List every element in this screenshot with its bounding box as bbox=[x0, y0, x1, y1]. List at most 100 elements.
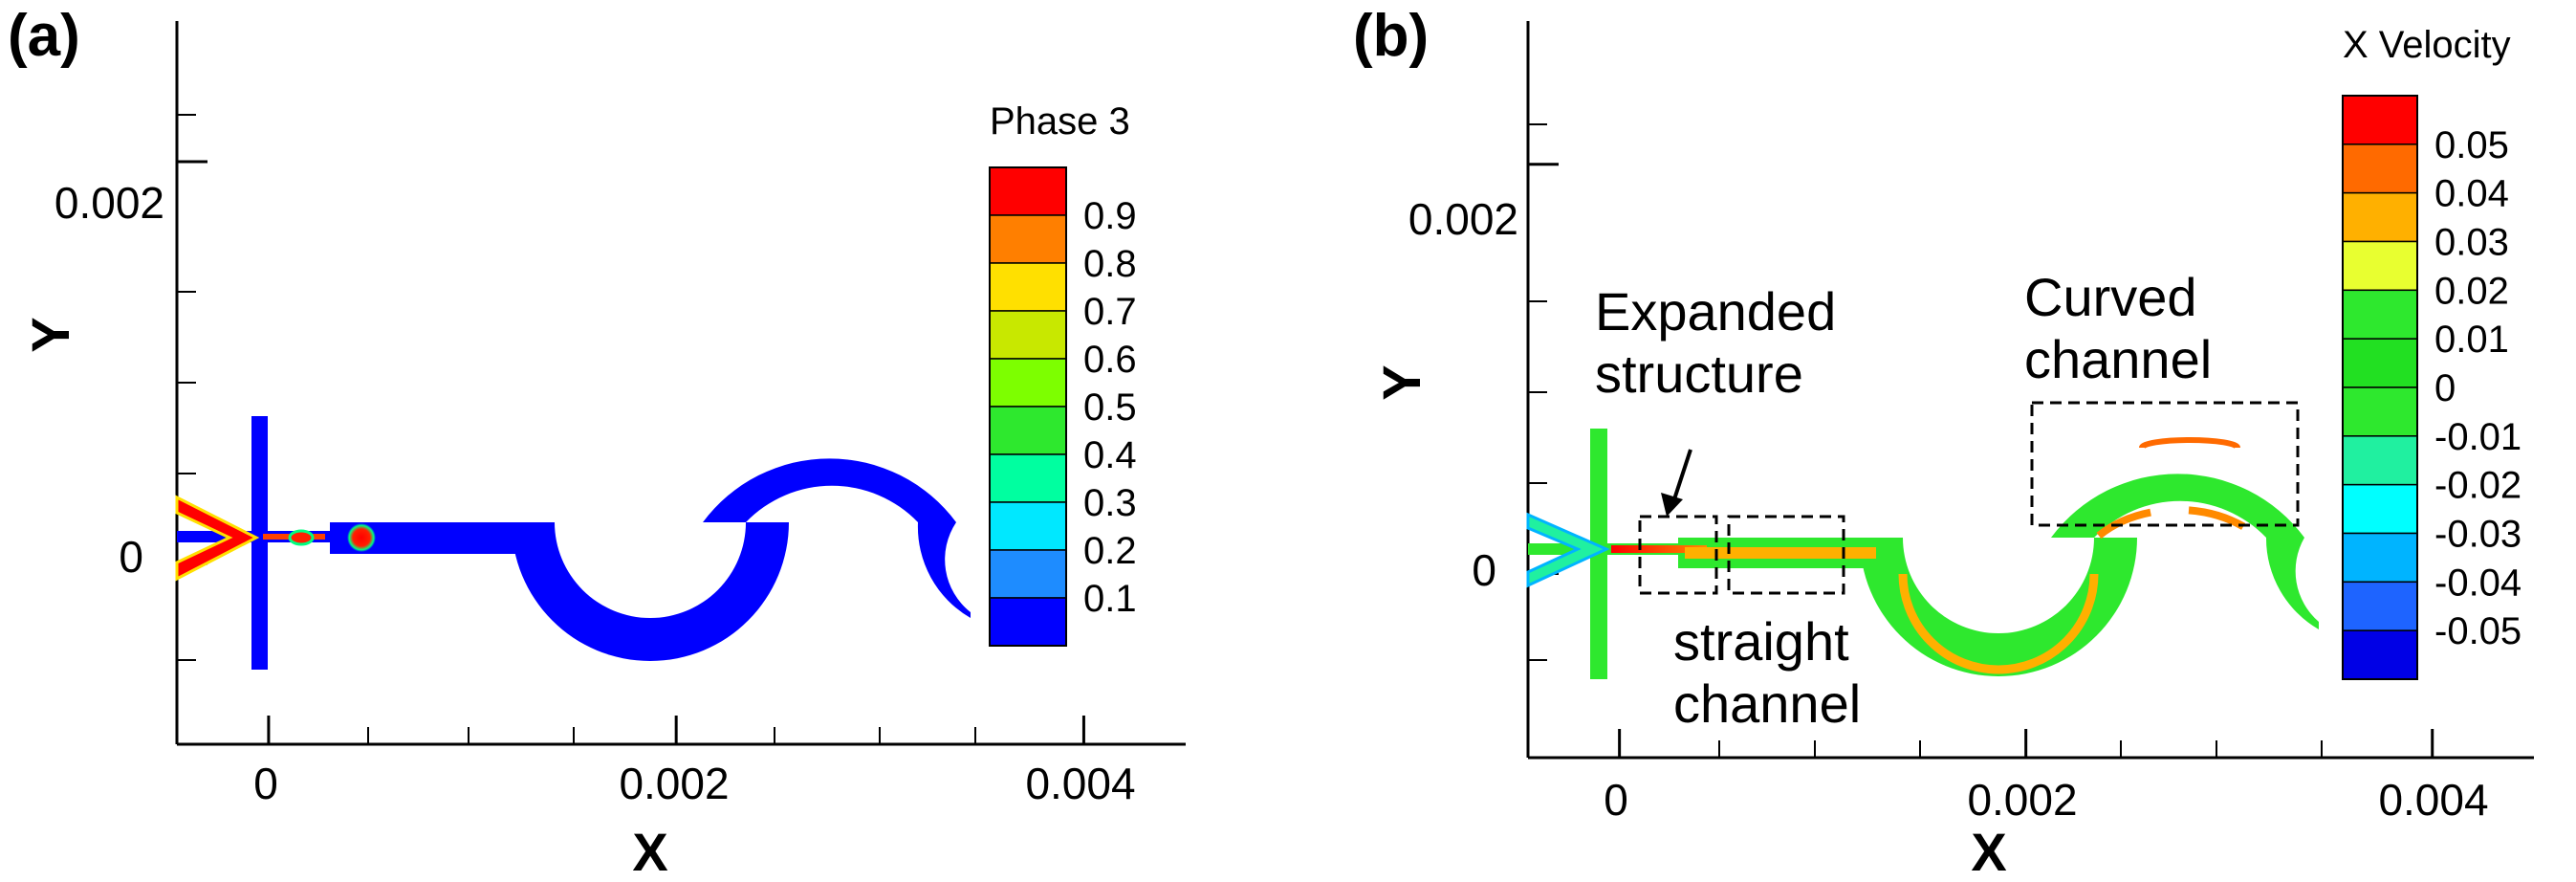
panel-a-inlet-wedge bbox=[175, 495, 260, 582]
panel-b-x-title: X bbox=[1971, 822, 2006, 882]
panel-b-jet-core bbox=[1611, 545, 1707, 553]
panel-b-arrow-head bbox=[1661, 493, 1683, 517]
panel-a-x-tick-1: 0.002 bbox=[619, 759, 729, 808]
panel-a-colorbar-swatch-7 bbox=[989, 501, 1067, 551]
panel-a-colorbar-label-2: 0.7 bbox=[1083, 291, 1137, 333]
panel-a-colorbar-label-6: 0.3 bbox=[1083, 482, 1137, 524]
panel-b-colorbar-swatch-4 bbox=[2342, 289, 2418, 340]
panel-a-x-minor-ticks bbox=[367, 727, 976, 744]
panel-b-x-tick-2: 0.004 bbox=[2378, 775, 2488, 825]
panel-b-lower-arc-core bbox=[1898, 573, 2099, 674]
panel-b-colorbar-title: X Velocity bbox=[2343, 24, 2511, 66]
panel-b-y-tick-0: 0 bbox=[1472, 545, 1496, 595]
panel-a-upper-arc bbox=[703, 458, 956, 522]
panel-a-colorbar-label-1: 0.8 bbox=[1083, 243, 1137, 285]
panel-b-outlet-arc bbox=[2265, 538, 2319, 629]
panel-b-y-title: Y bbox=[1371, 364, 1431, 400]
panel-b-colorbar-label-9: -0.04 bbox=[2434, 562, 2521, 604]
panel-a-colorbar-swatch-6 bbox=[989, 453, 1067, 503]
panel-b-colorbar-swatch-8 bbox=[2342, 483, 2418, 535]
panel-b-colorbar: 0.05 0.04 0.03 0.02 0.01 0 -0.01 -0.02 -0.03 -0.0… bbox=[2342, 95, 2521, 680]
panel-b-colorbar-label-7: -0.02 bbox=[2434, 465, 2521, 507]
panel-b-colorbar-label-1: 0.04 bbox=[2434, 173, 2509, 215]
panel-a-small-droplet bbox=[288, 529, 315, 546]
panel-a-colorbar-label-4: 0.5 bbox=[1083, 386, 1137, 429]
panel-b-colorbar-swatch-10 bbox=[2342, 581, 2418, 631]
panel-b-annotation-expanded-2: structure bbox=[1595, 343, 1803, 404]
panel-b-inlet-wedge bbox=[1526, 512, 1610, 588]
panel-b-colorbar-label-5: 0 bbox=[2434, 367, 2456, 409]
panel-b-colorbar-swatch-5 bbox=[2342, 338, 2418, 388]
panel-a-colorbar-swatch-5 bbox=[989, 406, 1067, 455]
panel-a-colorbar-label-3: 0.6 bbox=[1083, 339, 1137, 381]
panel-a-y-tick-0: 0 bbox=[119, 532, 143, 582]
panel-b-colorbar-label-10: -0.05 bbox=[2434, 610, 2521, 652]
panel-b-colorbar-swatch-7 bbox=[2342, 435, 2418, 486]
panel-b-colorbar-label-6: -0.01 bbox=[2434, 416, 2521, 458]
panel-b-colorbar-label-8: -0.03 bbox=[2434, 514, 2521, 556]
panel-a-y-tick-1: 0.002 bbox=[55, 178, 164, 228]
panel-b-colorbar-label-0: 0.05 bbox=[2434, 124, 2509, 166]
panel-b-y-tick-1: 0.002 bbox=[1408, 194, 1518, 244]
panel-a-colorbar-swatch-1 bbox=[989, 214, 1067, 264]
panel-a-colorbar-label-8: 0.1 bbox=[1083, 578, 1137, 620]
panel-b-annotation-curved-1: Curved bbox=[2024, 267, 2197, 327]
panel-b-colorbar-label-3: 0.02 bbox=[2434, 270, 2509, 312]
panel-b-colorbar-swatch-11 bbox=[2342, 629, 2418, 680]
panel-b-lower-arc bbox=[1860, 538, 2137, 676]
panel-a-colorbar-label-0: 0.9 bbox=[1083, 195, 1137, 237]
panel-b-colorbar-label-2: 0.03 bbox=[2434, 222, 2509, 264]
panel-a-y-title: Y bbox=[20, 317, 80, 352]
panel-b-channel bbox=[1528, 429, 2319, 679]
panel-b-colorbar-label-4: 0.01 bbox=[2434, 319, 2509, 361]
panel-b-label: (b) bbox=[1353, 3, 1429, 69]
panel-b-annotation-curved-2: channel bbox=[2024, 329, 2212, 389]
panel-a-colorbar-swatch-4 bbox=[989, 358, 1067, 408]
panel-a-x-title: X bbox=[632, 822, 667, 882]
panel-a-colorbar: 0.9 0.8 0.7 0.6 0.5 0.4 0.3 0.2 0.1 bbox=[989, 166, 1137, 647]
panel-b: (b) bbox=[1353, 3, 2534, 882]
panel-b-colorbar-swatch-1 bbox=[2342, 143, 2418, 194]
panel-a-colorbar-title: Phase 3 bbox=[990, 100, 1130, 143]
panel-b-expanded-box bbox=[1638, 515, 1718, 595]
panel-a-colorbar-label-7: 0.2 bbox=[1083, 530, 1137, 572]
panel-b-colorbar-swatch-9 bbox=[2342, 532, 2418, 584]
panel-b-straight-core bbox=[1685, 547, 1876, 559]
panel-a-label: (a) bbox=[8, 3, 80, 69]
panel-a-droplet bbox=[347, 523, 376, 552]
panel-b-annotation-straight-2: channel bbox=[1673, 673, 1861, 734]
panel-a-colorbar-swatch-3 bbox=[989, 310, 1067, 360]
panel-b-annotation-straight-1: straight bbox=[1673, 611, 1849, 672]
panel-b-colorbar-swatch-2 bbox=[2342, 191, 2418, 243]
panel-a-cross-channel bbox=[251, 416, 268, 670]
panel-b-colorbar-swatch-3 bbox=[2342, 240, 2418, 292]
panel-a-x-tick-2: 0.004 bbox=[1025, 759, 1135, 808]
panel-b-x-tick-0: 0 bbox=[1604, 775, 1628, 825]
panel-a: (a) bbox=[8, 3, 1186, 882]
panel-a-y-minor-ticks bbox=[177, 114, 196, 661]
panel-a-lower-arc bbox=[512, 522, 789, 661]
panel-b-colorbar-frame bbox=[2342, 95, 2418, 680]
panel-a-colorbar-swatch-8 bbox=[989, 549, 1067, 599]
panel-a-colorbar-swatch-0 bbox=[989, 166, 1067, 216]
panel-b-x-tick-1: 0.002 bbox=[1967, 775, 2077, 825]
panel-b-x-minor-ticks bbox=[1718, 740, 2323, 758]
panel-b-upper-arc-peak bbox=[2139, 437, 2240, 450]
panel-a-colorbar-label-5: 0.4 bbox=[1083, 434, 1137, 476]
panel-a-colorbar-swatch-2 bbox=[989, 262, 1067, 312]
panel-b-straight-box bbox=[1727, 515, 1845, 595]
panel-b-colorbar-swatch-6 bbox=[2342, 386, 2418, 437]
panel-a-x-major-ticks bbox=[267, 716, 1085, 744]
panel-a-x-tick-0: 0 bbox=[253, 759, 278, 808]
panel-b-colorbar-swatch-0 bbox=[2342, 95, 2418, 145]
panel-b-upper-arc bbox=[2051, 474, 2304, 538]
panel-b-annotation-expanded-1: Expanded bbox=[1595, 281, 1836, 342]
panel-a-outlet-arc bbox=[917, 522, 971, 618]
panel-b-arrow-line bbox=[1671, 449, 1692, 503]
panel-a-colorbar-swatch-9 bbox=[989, 597, 1067, 647]
panel-b-y-major-ticks bbox=[1528, 163, 1559, 575]
panel-b-curved-box bbox=[2030, 401, 2300, 527]
panel-a-colorbar-frame bbox=[989, 166, 1067, 647]
panel-b-y-minor-ticks bbox=[1528, 123, 1547, 661]
